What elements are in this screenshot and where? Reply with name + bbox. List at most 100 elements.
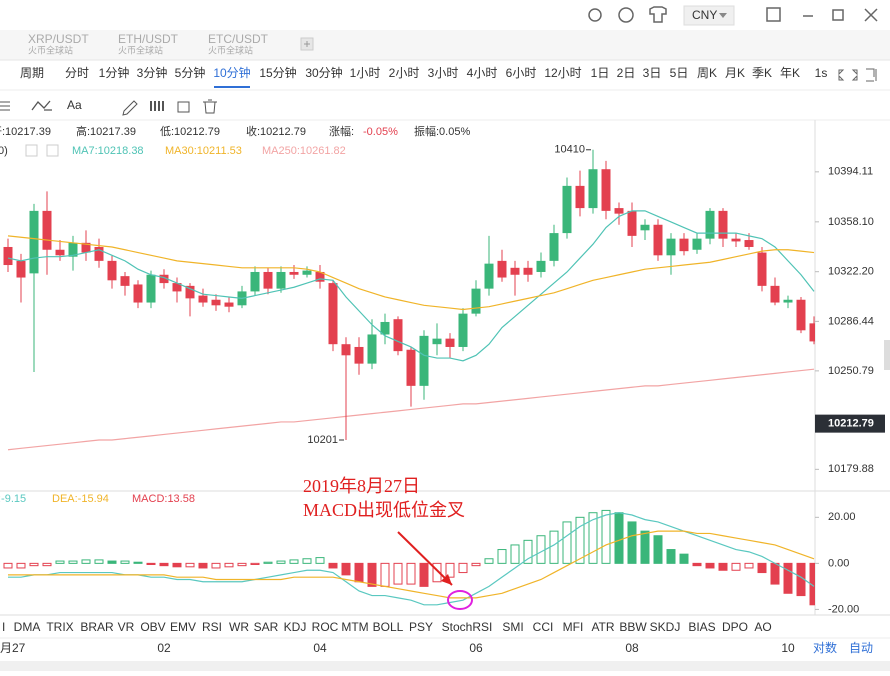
candle-body bbox=[211, 299, 221, 306]
macd-bar bbox=[445, 562, 455, 578]
ma-prefix: 0) bbox=[0, 145, 8, 157]
interval-button[interactable]: 周K bbox=[697, 66, 717, 80]
interval-button[interactable]: 2小时 bbox=[389, 66, 420, 80]
interval-button[interactable]: 3分钟 bbox=[137, 65, 168, 80]
interval-button[interactable]: 3日 bbox=[643, 66, 662, 80]
camera-icon[interactable] bbox=[177, 101, 190, 113]
interval-button[interactable]: 6小时 bbox=[506, 66, 537, 80]
x-tick-label: 月27 bbox=[0, 641, 26, 655]
macd-bar bbox=[692, 562, 702, 567]
candle-body bbox=[107, 260, 117, 281]
interval-button[interactable]: 4小时 bbox=[467, 66, 498, 80]
bars-icon[interactable] bbox=[150, 101, 164, 111]
auto-button[interactable]: 自动 bbox=[849, 641, 873, 655]
indicator-tab[interactable]: SAR bbox=[254, 620, 279, 634]
indicator-tab[interactable]: RSI bbox=[202, 620, 222, 634]
tab-symbol[interactable]: XRP/USDT bbox=[28, 32, 89, 46]
side-handle[interactable] bbox=[884, 340, 890, 370]
indicator-icon[interactable] bbox=[31, 100, 52, 111]
interval-button[interactable]: 1s bbox=[815, 66, 828, 80]
indicator-tab[interactable]: EMV bbox=[170, 620, 196, 634]
currency-select[interactable] bbox=[683, 5, 735, 26]
settings-icon[interactable] bbox=[25, 144, 38, 157]
indicator-tab[interactable]: BIAS bbox=[688, 620, 715, 634]
indicator-tab[interactable]: SKDJ bbox=[650, 620, 681, 634]
indicator-tab[interactable]: SMI bbox=[502, 620, 523, 634]
interval-button[interactable]: 1分钟 bbox=[99, 65, 130, 80]
tab-symbol[interactable]: ETC/USDT bbox=[208, 32, 269, 46]
indicator-tab[interactable]: PSY bbox=[409, 620, 433, 634]
candle-body bbox=[432, 338, 442, 345]
indicator-tab[interactable]: DMA bbox=[14, 620, 41, 634]
bell-icon[interactable] bbox=[588, 8, 602, 22]
tab-symbol[interactable]: ETH/USDT bbox=[118, 32, 179, 46]
interval-button[interactable]: 12小时 bbox=[544, 66, 581, 80]
macd-bar bbox=[783, 562, 793, 594]
indicator-tab[interactable]: MTM bbox=[341, 620, 368, 634]
interval-button[interactable]: 1日 bbox=[591, 66, 610, 80]
interval-button[interactable]: 10分钟 bbox=[213, 65, 250, 80]
interval-button[interactable]: 5日 bbox=[670, 66, 689, 80]
tabs-bar bbox=[0, 30, 890, 60]
macd-bar bbox=[354, 562, 364, 583]
indicator-tab[interactable]: BOLL bbox=[373, 620, 404, 634]
interval-button[interactable]: 2日 bbox=[617, 66, 636, 80]
interval-button[interactable]: 月K bbox=[725, 66, 745, 80]
indicator-tab[interactable]: ROC bbox=[312, 620, 339, 634]
menu-icon[interactable] bbox=[0, 101, 10, 111]
interval-button[interactable]: 1小时 bbox=[350, 66, 381, 80]
interval-button[interactable]: 分时 bbox=[65, 66, 89, 80]
candle-body bbox=[55, 249, 65, 256]
macd-bar bbox=[523, 539, 533, 564]
interval-button[interactable]: 周期 bbox=[20, 66, 44, 80]
font-button[interactable]: Aa bbox=[67, 98, 82, 112]
skin-icon[interactable] bbox=[649, 6, 667, 23]
indicator-line bbox=[7, 235, 815, 311]
macd-bar bbox=[237, 562, 247, 567]
close-icon[interactable] bbox=[864, 8, 878, 22]
candle-body bbox=[640, 224, 650, 231]
candle-body bbox=[796, 299, 806, 331]
annotation-arrow bbox=[397, 531, 453, 586]
indicator-tab[interactable]: StochRSI bbox=[442, 620, 493, 634]
interval-button[interactable]: 30分钟 bbox=[305, 65, 342, 80]
macd-bar bbox=[315, 557, 325, 564]
fit-icon[interactable] bbox=[838, 69, 858, 81]
interval-button[interactable]: 3小时 bbox=[428, 66, 459, 80]
trash-icon[interactable] bbox=[203, 99, 217, 114]
indicator-tab[interactable]: DPO bbox=[722, 620, 748, 634]
indicator-tab[interactable]: BBW bbox=[619, 620, 647, 634]
indicator-tab[interactable]: CCI bbox=[533, 620, 554, 634]
search-icon[interactable] bbox=[618, 7, 634, 23]
indicator-line bbox=[7, 368, 815, 451]
candle-body bbox=[419, 335, 429, 386]
window-icon[interactable] bbox=[766, 7, 781, 22]
interval-button[interactable]: 15分钟 bbox=[259, 65, 296, 80]
indicator-tab[interactable]: VR bbox=[118, 620, 135, 634]
interval-button[interactable]: 年K bbox=[780, 66, 800, 80]
indicator-tab[interactable]: BRAR bbox=[80, 620, 114, 634]
fullscreen-icon[interactable] bbox=[866, 68, 877, 82]
macd-bar bbox=[653, 535, 663, 564]
restore-icon[interactable] bbox=[832, 9, 844, 21]
close-ma-icon[interactable] bbox=[46, 144, 59, 157]
candle-body bbox=[497, 260, 507, 278]
indicator-tab[interactable]: TRIX bbox=[46, 620, 73, 634]
indicator-tab[interactable]: WR bbox=[229, 620, 249, 634]
indicator-tab[interactable]: AO bbox=[754, 620, 771, 634]
interval-button[interactable]: 季K bbox=[752, 66, 772, 80]
log-button[interactable]: 对数 bbox=[813, 640, 837, 655]
macd-bar bbox=[380, 562, 390, 587]
indicator-tab[interactable]: OBV bbox=[140, 620, 165, 634]
indicator-tab[interactable]: I bbox=[2, 620, 5, 634]
pencil-icon[interactable] bbox=[122, 100, 138, 116]
interval-button[interactable]: 5分钟 bbox=[175, 65, 206, 80]
indicator-tab[interactable]: ATR bbox=[591, 620, 614, 634]
min-label: 10201 bbox=[307, 434, 338, 446]
indicator-tab[interactable]: MFI bbox=[563, 620, 584, 634]
macd-bar bbox=[16, 562, 26, 569]
macd-bar bbox=[120, 560, 130, 564]
indicator-tab[interactable]: KDJ bbox=[284, 620, 307, 634]
candle-body bbox=[94, 246, 104, 261]
x-tick-label: 06 bbox=[469, 641, 483, 655]
